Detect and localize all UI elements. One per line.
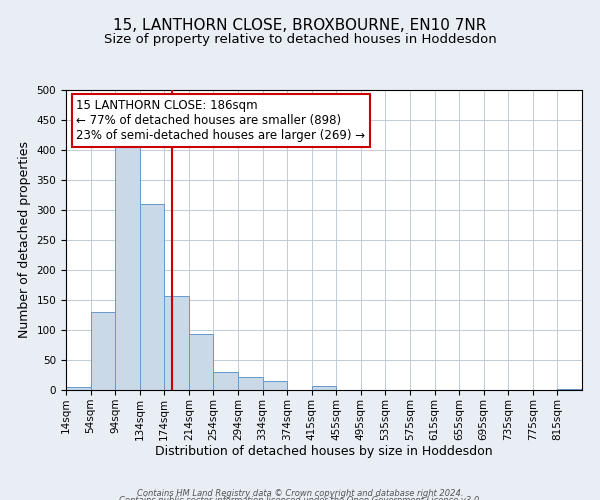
Y-axis label: Number of detached properties: Number of detached properties [18, 142, 31, 338]
Text: Contains HM Land Registry data © Crown copyright and database right 2024.: Contains HM Land Registry data © Crown c… [137, 488, 463, 498]
Text: 15 LANTHORN CLOSE: 186sqm
← 77% of detached houses are smaller (898)
23% of semi: 15 LANTHORN CLOSE: 186sqm ← 77% of detac… [76, 99, 365, 142]
Text: Size of property relative to detached houses in Hoddesdon: Size of property relative to detached ho… [104, 32, 496, 46]
Bar [263, 381, 287, 390]
Text: Contains public sector information licensed under the Open Government Licence v3: Contains public sector information licen… [119, 496, 481, 500]
Bar [238, 377, 263, 390]
Bar [557, 389, 582, 390]
Bar [312, 386, 336, 390]
Bar [115, 147, 140, 390]
Bar [214, 372, 238, 390]
Bar [140, 204, 164, 390]
Bar [164, 296, 189, 390]
Bar [189, 334, 214, 390]
Bar [66, 387, 91, 390]
Bar [91, 312, 115, 390]
Text: 15, LANTHORN CLOSE, BROXBOURNE, EN10 7NR: 15, LANTHORN CLOSE, BROXBOURNE, EN10 7NR [113, 18, 487, 32]
X-axis label: Distribution of detached houses by size in Hoddesdon: Distribution of detached houses by size … [155, 446, 493, 458]
